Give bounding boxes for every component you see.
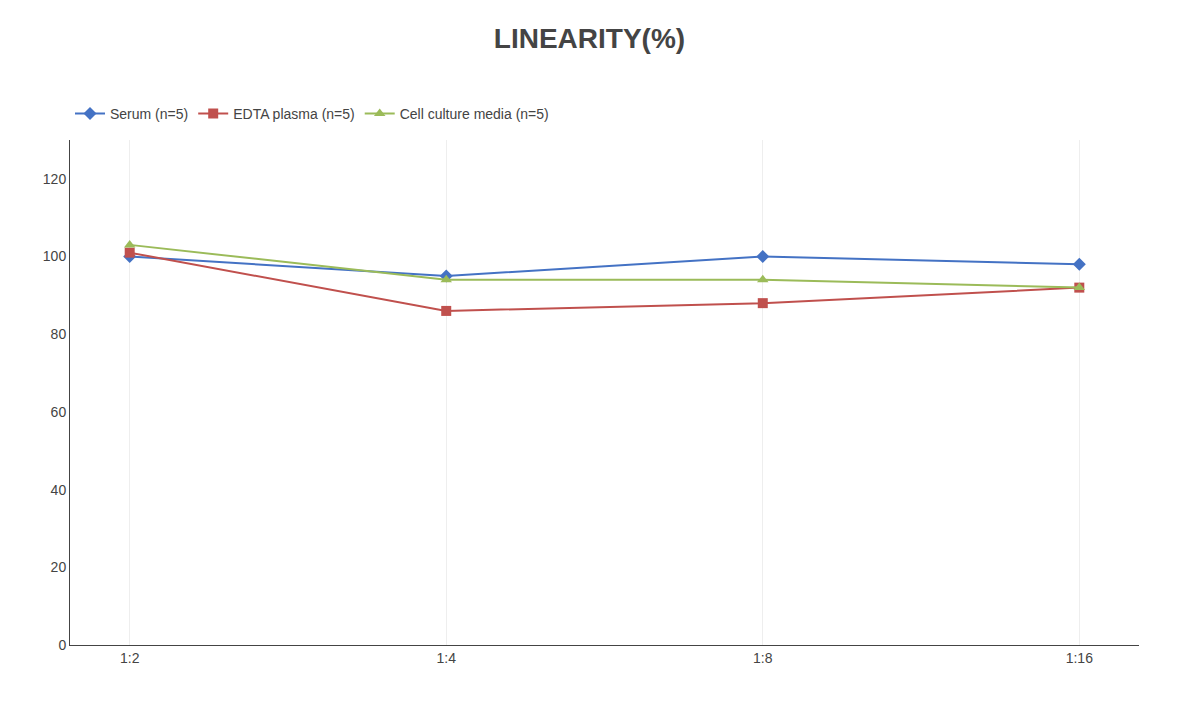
svg-text:1:2: 1:2 bbox=[120, 650, 140, 666]
svg-text:40: 40 bbox=[51, 482, 67, 498]
svg-text:80: 80 bbox=[51, 326, 67, 342]
svg-text:0: 0 bbox=[58, 637, 66, 653]
svg-text:120: 120 bbox=[43, 171, 67, 187]
svg-text:100: 100 bbox=[43, 248, 67, 264]
svg-text:EDTA plasma (n=5): EDTA plasma (n=5) bbox=[233, 106, 355, 122]
svg-text:LINEARITY(%): LINEARITY(%) bbox=[494, 23, 685, 54]
svg-text:1:4: 1:4 bbox=[436, 650, 456, 666]
svg-text:60: 60 bbox=[51, 404, 67, 420]
svg-text:Cell culture media (n=5): Cell culture media (n=5) bbox=[400, 106, 549, 122]
svg-text:20: 20 bbox=[51, 559, 67, 575]
svg-text:1:16: 1:16 bbox=[1066, 650, 1093, 666]
svg-text:1:8: 1:8 bbox=[753, 650, 773, 666]
svg-text:Serum (n=5): Serum (n=5) bbox=[110, 106, 188, 122]
